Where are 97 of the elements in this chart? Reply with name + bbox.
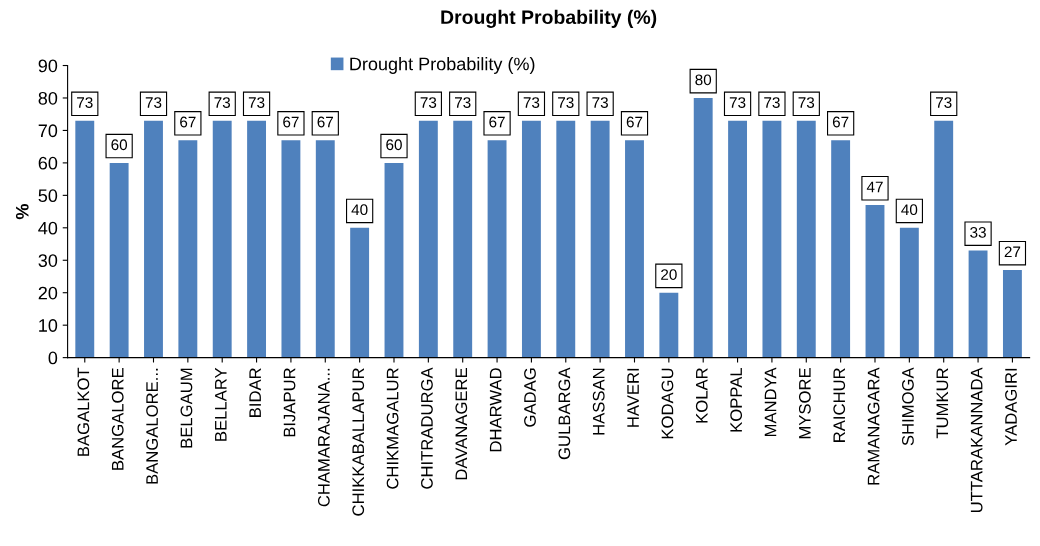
data-label: 73 <box>729 97 746 108</box>
x-tick-label: BELLARY <box>215 367 227 441</box>
x-tick-label: BANGALORE <box>111 368 124 470</box>
bar <box>521 120 541 358</box>
x-tick-label: CHIKKABALLAPUR <box>352 368 365 516</box>
y-tick-label: 20 <box>38 286 58 300</box>
x-tick-label: TUMKUR <box>936 368 949 439</box>
y-tick-label: 80 <box>38 91 58 105</box>
y-axis-title: % <box>15 204 29 220</box>
bar <box>109 162 129 358</box>
y-tick-label: 60 <box>38 156 58 170</box>
bar <box>556 120 576 358</box>
x-tick-label: GULBARGA <box>558 367 571 460</box>
data-label: 67 <box>283 116 299 128</box>
data-label: 20 <box>661 269 677 280</box>
x-tick-label: BANGALORE... <box>146 368 158 484</box>
bar <box>865 205 885 358</box>
bar <box>144 120 163 358</box>
x-tick-label: SHIMOGA <box>902 367 914 446</box>
x-tick-label: CHITRADURGA <box>421 367 433 489</box>
x-tick-label: HASSAN <box>592 368 605 435</box>
data-label: 73 <box>77 97 93 108</box>
x-tick-label: BIJAPUR <box>283 368 296 437</box>
x-tick-label: BELGAUM <box>180 368 193 448</box>
data-label: 73 <box>145 97 162 108</box>
x-tick-label: MYSORE <box>798 368 811 439</box>
bar <box>831 140 851 358</box>
x-tick-label: KOPPAL <box>730 367 743 432</box>
chart-title: Drought Probability (%) <box>441 9 657 28</box>
data-label: 73 <box>764 97 780 108</box>
y-tick-label: 40 <box>38 221 58 235</box>
x-tick-label: CHIKMAGALUR <box>386 368 399 489</box>
data-label: 73 <box>558 97 574 108</box>
x-tick-label: DAVANAGERE <box>455 368 468 480</box>
y-tick-label: 70 <box>38 124 58 138</box>
data-label: 60 <box>386 139 402 151</box>
bar <box>487 140 507 358</box>
data-label: 73 <box>248 97 265 108</box>
data-label: 67 <box>832 116 849 128</box>
x-tick-label: YADAGIRI <box>1005 368 1017 446</box>
x-tick-label: CHAMARAJANA... <box>317 368 330 507</box>
x-tick-label: KOLAR <box>695 368 708 423</box>
data-label: 73 <box>592 97 608 108</box>
bar <box>418 120 438 358</box>
y-tick-label: 50 <box>38 189 58 203</box>
x-tick-label: RAMANAGARA <box>867 367 880 485</box>
data-label: 73 <box>214 97 231 108</box>
bar <box>625 140 644 358</box>
bar <box>75 120 95 358</box>
x-tick-label: GADAG <box>524 368 536 427</box>
bar <box>728 120 748 358</box>
bar <box>212 120 232 358</box>
x-tick-label: BIDAR <box>249 368 261 417</box>
y-tick-label: 30 <box>38 254 58 267</box>
data-label: 60 <box>111 139 128 151</box>
bar <box>1002 270 1022 358</box>
bar <box>247 120 267 358</box>
data-label: 40 <box>351 204 368 216</box>
bar <box>659 292 679 358</box>
bar <box>762 120 782 358</box>
x-tick-label: BAGALKOT <box>77 367 90 456</box>
bar <box>350 227 370 358</box>
legend-label: Drought Probability (%) <box>350 57 535 74</box>
data-label: 27 <box>1004 246 1021 258</box>
data-label: 73 <box>935 97 952 108</box>
x-tick-label: UTTARAKANNADA <box>970 367 983 513</box>
data-label: 80 <box>695 74 712 86</box>
data-label: 40 <box>901 204 918 216</box>
x-tick-label: HAVERI <box>627 368 639 427</box>
data-label: 67 <box>317 116 334 128</box>
data-label: 73 <box>454 97 471 108</box>
data-label: 47 <box>866 181 883 193</box>
data-label: 73 <box>798 97 815 108</box>
bar <box>178 140 198 358</box>
bar <box>453 120 473 358</box>
data-label: 73 <box>523 97 540 108</box>
x-tick-label: MANDYA <box>764 367 777 437</box>
bar <box>693 97 713 358</box>
bar <box>796 120 816 358</box>
bar <box>590 120 610 358</box>
x-tick-label: DHARWAD <box>489 368 502 452</box>
data-label: 67 <box>180 116 196 128</box>
data-label: 33 <box>970 226 986 238</box>
data-label: 67 <box>489 116 505 128</box>
bar <box>315 140 335 358</box>
y-tick-label: 10 <box>39 319 58 332</box>
x-tick-label: RAICHUR <box>833 368 846 442</box>
bar <box>934 120 954 358</box>
y-tick-label: 0 <box>48 351 58 365</box>
data-label: 73 <box>420 97 437 108</box>
bar <box>899 227 919 358</box>
data-label: 67 <box>626 116 643 128</box>
x-tick-label: KODAGU <box>661 368 674 439</box>
bar <box>384 162 404 358</box>
bar <box>281 140 301 358</box>
y-tick-label: 90 <box>38 59 58 73</box>
bar <box>968 250 988 358</box>
